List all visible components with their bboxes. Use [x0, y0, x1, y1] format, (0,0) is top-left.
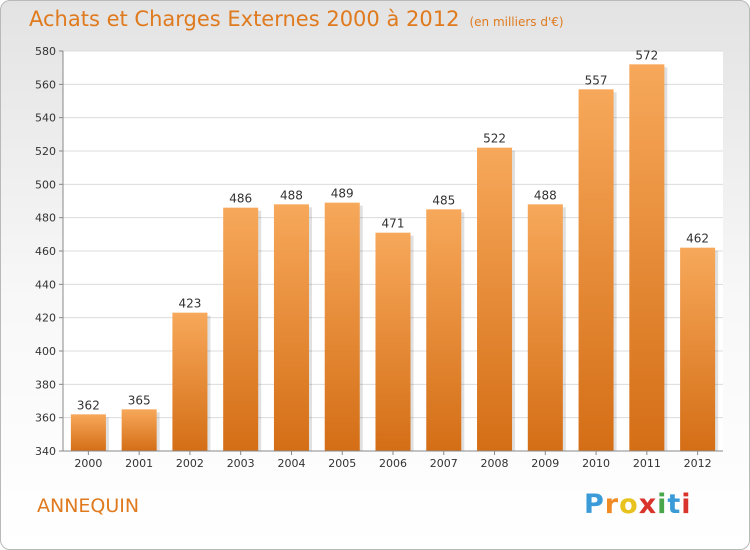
bar-2001 [121, 409, 157, 451]
bar-2002 [172, 312, 208, 451]
y-tick-label: 460 [35, 245, 56, 258]
y-tick-label: 480 [35, 212, 56, 225]
data-label: 462 [686, 232, 709, 246]
logo-letter: t [667, 489, 682, 520]
data-label: 572 [635, 48, 658, 62]
bar-2012 [680, 247, 716, 451]
bar-2000 [70, 414, 106, 451]
logo-letter: P [584, 489, 605, 520]
x-tick-label: 2004 [277, 457, 305, 470]
x-tick-label: 2006 [379, 457, 407, 470]
chart-title: Achats et Charges Externes 2000 à 2012 [29, 7, 460, 31]
data-label: 489 [331, 187, 354, 201]
chart-title-row: Achats et Charges Externes 2000 à 2012 (e… [29, 7, 564, 31]
y-tick-label: 420 [35, 312, 56, 325]
x-tick-label: 2010 [582, 457, 610, 470]
y-tick-label: 580 [35, 45, 56, 58]
data-label: 423 [178, 297, 201, 311]
data-label: 557 [585, 73, 608, 87]
proxiti-logo: Proxiti [584, 489, 692, 520]
data-label: 522 [483, 132, 506, 146]
logo-letter: i [681, 489, 692, 520]
x-tick-label: 2009 [531, 457, 559, 470]
data-label: 488 [534, 188, 557, 202]
logo-letter: i [657, 489, 668, 520]
data-label: 362 [77, 398, 100, 412]
logo-letter: o [619, 489, 639, 520]
data-label: 488 [280, 188, 303, 202]
x-tick-label: 2008 [481, 457, 509, 470]
bar-2003 [223, 207, 259, 451]
y-tick-label: 400 [35, 345, 56, 358]
logo-letter: r [604, 489, 620, 520]
y-tick-label: 380 [35, 378, 56, 391]
data-label: 486 [229, 192, 252, 206]
x-tick-label: 2007 [430, 457, 458, 470]
data-label: 471 [382, 217, 405, 231]
data-label: 365 [128, 393, 151, 407]
x-tick-label: 2012 [684, 457, 712, 470]
y-tick-label: 440 [35, 278, 56, 291]
x-tick-label: 2001 [125, 457, 153, 470]
y-tick-label: 540 [35, 112, 56, 125]
bar-2005 [324, 202, 360, 451]
y-tick-label: 560 [35, 78, 56, 91]
y-tick-label: 500 [35, 178, 56, 191]
y-tick-label: 360 [35, 412, 56, 425]
bar-2009 [527, 204, 563, 451]
x-tick-label: 2003 [227, 457, 255, 470]
chart-unit: (en milliers d'€) [469, 15, 564, 29]
bar-2004 [273, 204, 309, 451]
x-tick-label: 2000 [74, 457, 102, 470]
y-tick-label: 520 [35, 145, 56, 158]
commune-name: ANNEQUIN [37, 495, 140, 517]
x-tick-label: 2011 [633, 457, 661, 470]
bar-2006 [375, 232, 411, 451]
bar-2011 [629, 64, 665, 452]
bar-2010 [578, 89, 614, 451]
logo-letter: x [638, 489, 658, 520]
x-tick-label: 2005 [328, 457, 356, 470]
x-tick-label: 2002 [176, 457, 204, 470]
data-label: 485 [432, 193, 455, 207]
bar-2007 [426, 209, 462, 451]
y-tick-label: 340 [35, 445, 56, 458]
bar-2008 [477, 147, 513, 451]
